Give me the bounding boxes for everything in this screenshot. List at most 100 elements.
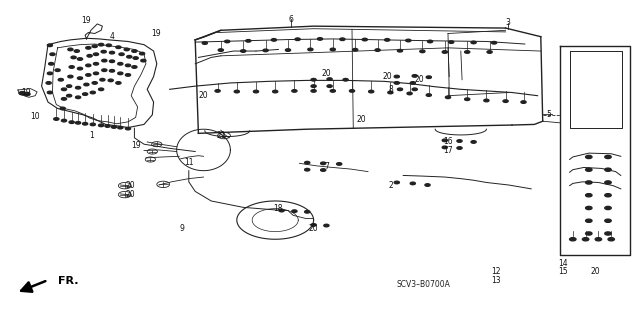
Circle shape [127, 56, 132, 58]
Text: 4: 4 [109, 32, 115, 41]
Circle shape [605, 181, 611, 184]
Circle shape [119, 53, 124, 56]
Circle shape [340, 38, 345, 41]
Circle shape [90, 123, 95, 126]
Circle shape [77, 77, 83, 79]
Text: 10: 10 [30, 112, 40, 121]
Circle shape [330, 90, 335, 92]
Circle shape [406, 39, 411, 42]
Circle shape [425, 184, 430, 186]
Circle shape [87, 55, 92, 57]
Circle shape [503, 100, 508, 102]
Circle shape [109, 70, 115, 72]
Circle shape [471, 141, 476, 143]
Text: SCV3–B0700A: SCV3–B0700A [397, 280, 451, 289]
Circle shape [586, 206, 592, 210]
Circle shape [292, 210, 297, 212]
Circle shape [295, 38, 300, 41]
Circle shape [586, 181, 592, 184]
Circle shape [484, 99, 489, 102]
Circle shape [93, 72, 99, 75]
Circle shape [99, 88, 104, 91]
Circle shape [83, 93, 88, 95]
Text: 19: 19 [20, 88, 31, 97]
Circle shape [106, 44, 111, 47]
Circle shape [69, 66, 74, 68]
Circle shape [420, 50, 425, 53]
Circle shape [132, 50, 137, 52]
Circle shape [86, 64, 91, 67]
Circle shape [234, 90, 239, 93]
Circle shape [93, 63, 99, 65]
Circle shape [118, 72, 123, 75]
Circle shape [60, 107, 65, 110]
Circle shape [397, 88, 403, 91]
Circle shape [586, 232, 592, 235]
Circle shape [394, 75, 399, 78]
Circle shape [407, 92, 412, 95]
Circle shape [246, 40, 251, 42]
Circle shape [465, 51, 470, 53]
Circle shape [109, 51, 115, 54]
Circle shape [111, 126, 116, 128]
Circle shape [605, 155, 611, 159]
Circle shape [102, 59, 107, 62]
Circle shape [445, 96, 451, 99]
Circle shape [586, 194, 592, 197]
Circle shape [605, 194, 611, 197]
Circle shape [24, 93, 30, 96]
Circle shape [116, 82, 121, 84]
Text: 19: 19 [131, 141, 141, 150]
Circle shape [492, 41, 497, 44]
Circle shape [605, 219, 611, 222]
Circle shape [586, 155, 592, 159]
Circle shape [124, 48, 129, 51]
Circle shape [241, 50, 246, 52]
Circle shape [67, 85, 72, 87]
Text: 8: 8 [388, 85, 393, 94]
Text: 16: 16 [443, 137, 453, 146]
Circle shape [105, 125, 110, 127]
Text: 20: 20 [198, 91, 209, 100]
Circle shape [394, 181, 399, 184]
Circle shape [47, 44, 52, 47]
Text: 9: 9 [180, 224, 185, 233]
Circle shape [54, 118, 59, 120]
Circle shape [487, 51, 492, 53]
Circle shape [69, 121, 74, 123]
Text: 20: 20 [125, 181, 135, 189]
Circle shape [375, 49, 380, 51]
Circle shape [292, 90, 297, 92]
Circle shape [47, 91, 52, 94]
Text: 20: 20 [308, 224, 319, 233]
Circle shape [570, 238, 576, 241]
Text: 12: 12 [492, 267, 500, 276]
Circle shape [99, 43, 104, 46]
Circle shape [521, 101, 526, 103]
Circle shape [311, 90, 316, 92]
Text: 20: 20 [382, 72, 392, 81]
Circle shape [202, 42, 207, 44]
Circle shape [442, 139, 447, 142]
Circle shape [457, 147, 462, 149]
Circle shape [218, 49, 223, 51]
Circle shape [442, 51, 447, 53]
Circle shape [50, 53, 55, 56]
Text: 6: 6 [289, 15, 294, 24]
Circle shape [76, 122, 81, 124]
Text: 20: 20 [125, 190, 135, 199]
Text: 2: 2 [388, 181, 393, 189]
Circle shape [100, 78, 105, 81]
Circle shape [412, 75, 417, 77]
Text: 13: 13 [491, 276, 501, 285]
Circle shape [74, 50, 79, 52]
Circle shape [253, 90, 259, 93]
Circle shape [47, 72, 52, 75]
Circle shape [285, 49, 291, 51]
Circle shape [311, 78, 316, 81]
Text: 19: 19 [150, 29, 161, 38]
Circle shape [349, 90, 355, 92]
Circle shape [109, 60, 115, 63]
Circle shape [132, 66, 137, 68]
Circle shape [118, 126, 123, 129]
